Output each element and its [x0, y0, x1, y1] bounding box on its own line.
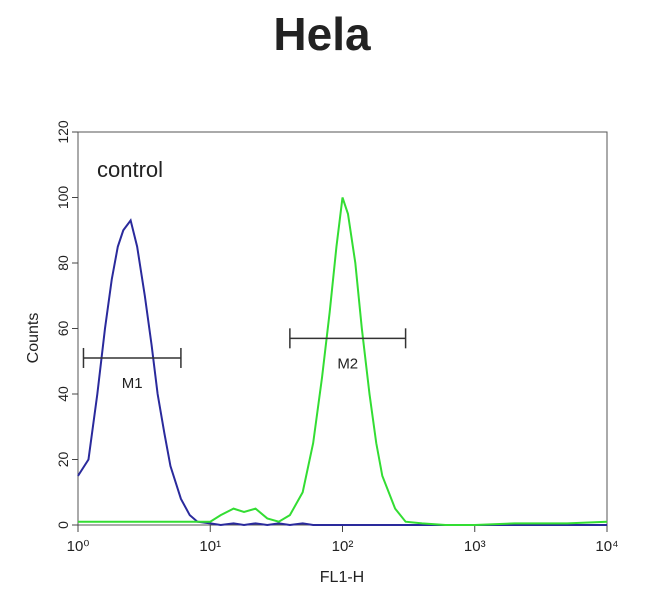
y-tick-label: 0: [55, 521, 71, 529]
histogram-line: [78, 197, 608, 526]
y-tick-label: 80: [55, 255, 71, 271]
chart-title: Hela: [273, 8, 371, 60]
x-tick-label: 10⁰: [67, 538, 90, 555]
x-tick-label: 10²: [332, 538, 354, 555]
x-tick-label: 10¹: [199, 538, 221, 555]
y-tick-label: 100: [55, 186, 71, 210]
gate-label: M2: [337, 355, 358, 372]
y-axis-label: Counts: [25, 313, 42, 364]
y-tick-label: 60: [55, 321, 71, 337]
y-tick-label: 120: [55, 120, 71, 144]
gate-label: M1: [122, 375, 143, 392]
x-tick-label: 10³: [464, 538, 486, 555]
histogram-line: [77, 218, 607, 527]
plot-frame: [77, 131, 608, 526]
x-axis-label: FL1-H: [320, 569, 364, 586]
y-tick-label: 40: [55, 386, 71, 402]
y-tick-label: 20: [55, 452, 71, 468]
annotation: control: [97, 157, 163, 182]
x-tick-label: 10⁴: [595, 538, 618, 555]
